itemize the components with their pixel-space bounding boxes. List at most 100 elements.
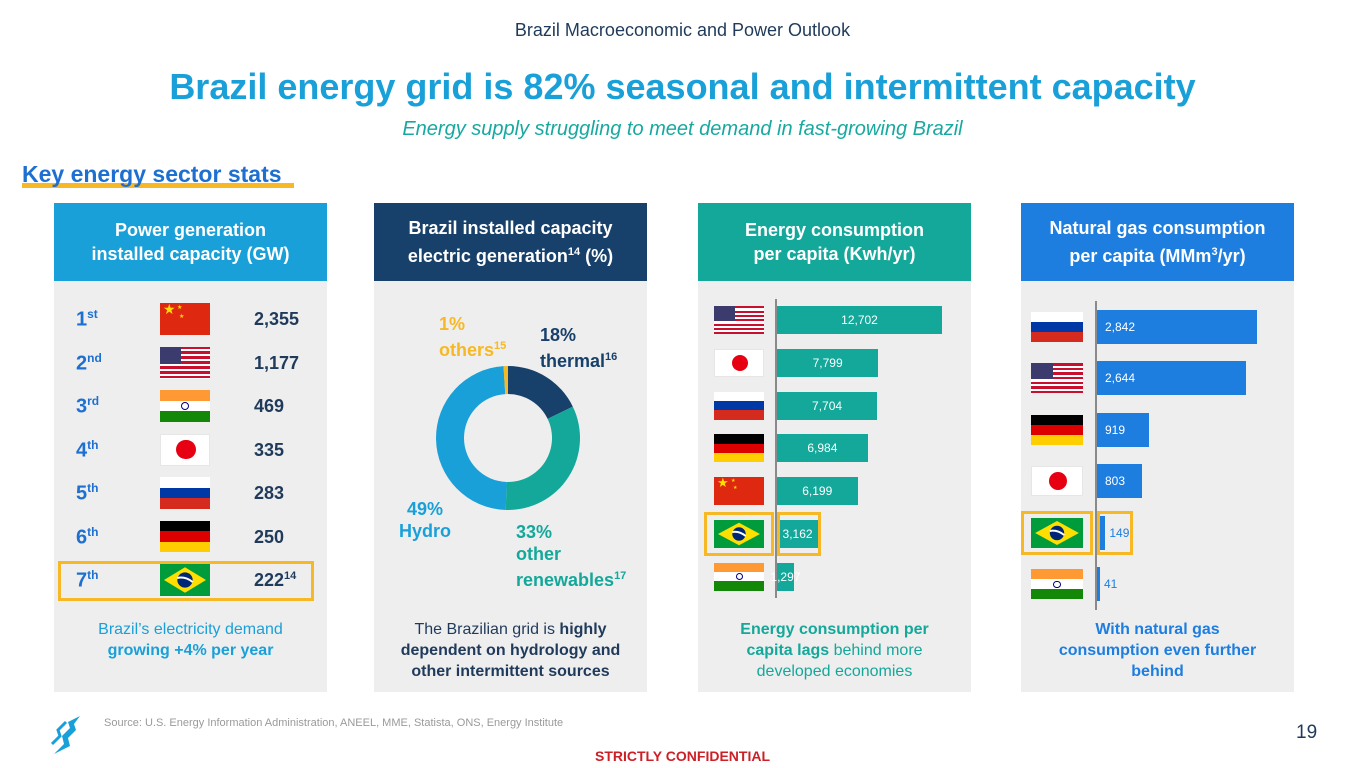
label-others: 1% others15 [439, 313, 506, 361]
panel-3-footer-bold: capita lags [746, 642, 830, 659]
panel-installed-capacity: Power generation installed capacity (GW)… [54, 203, 327, 692]
panel-2-footer-pre: The Brazilian grid is [414, 621, 560, 638]
panel-2-footer: The Brazilian grid is highly dependent o… [384, 619, 637, 682]
flag-russia-icon [160, 477, 210, 509]
label-renewables: 33% other renewables17 [516, 521, 626, 591]
panel-4-heading: Natural gas consumption per capita (MMm3… [1021, 203, 1294, 281]
bar-india [1097, 567, 1100, 602]
panel-brazil-capacity-mix: Brazil installed capacity electric gener… [374, 203, 647, 692]
panel-3-footer-rest: behind more [829, 642, 923, 659]
panel-2-heading-sup: 14 [567, 246, 581, 258]
highlight-bar-brazil [777, 511, 821, 556]
slide-subtitle: Energy supply struggling to meet demand … [402, 118, 963, 140]
bar-label-china: 6,199 [802, 484, 833, 499]
capacity-value: 335 [254, 439, 285, 460]
bar-label-united-states: 12,702 [841, 313, 878, 328]
rank-5: 5th [76, 481, 99, 505]
bar-label-brazil: 3,162 [782, 526, 813, 541]
company-logo-icon [50, 716, 80, 754]
slide-title: Brazil energy grid is 82% seasonal and i… [169, 66, 1196, 107]
bar-russia [1097, 309, 1257, 344]
flag-brazil-icon [714, 519, 764, 548]
bar-axis [1095, 301, 1097, 610]
donut-slice-others [503, 366, 508, 395]
panel-3-footer-line3: developed economies [756, 663, 913, 680]
panel-1-heading-line1: Power generation [114, 220, 266, 240]
panel-4-heading-sup: 3 [1211, 246, 1218, 258]
panel-gas-consumption: Natural gas consumption per capita (MMm3… [1021, 203, 1294, 692]
capacity-value: 283 [254, 483, 285, 503]
rank-4: 4th [76, 437, 99, 462]
bar-india [777, 562, 794, 591]
panel-2-heading-line2-pre: electric generation [407, 246, 568, 266]
panel-3-heading-line1: Energy consumption [744, 220, 924, 240]
rank-6: 6th [76, 524, 99, 549]
flag-united-states-icon [714, 306, 764, 335]
donut-slice-thermal [508, 366, 573, 419]
rank-2: 2nd [76, 350, 102, 375]
flag-germany-icon [1031, 414, 1083, 445]
flag-brazil-icon [160, 564, 210, 596]
panel-3-footer-line1: Energy consumption per [740, 621, 929, 638]
bar-united-states [777, 306, 942, 335]
label-hydro-text: Hydro [399, 521, 452, 541]
panel-4-footer-line3: behind [1131, 663, 1184, 680]
flag-japan-icon [714, 349, 764, 378]
bar-united-states [1097, 361, 1246, 396]
panel-3-footer: Energy consumption per capita lags behin… [708, 619, 961, 682]
donut-slice-hydro [435, 366, 507, 510]
label-others-pct: 1% [439, 314, 466, 334]
panel-1-heading: Power generation installed capacity (GW) [54, 203, 327, 281]
panel-2-footer-line3: other intermittent sources [411, 663, 610, 680]
section-underline [22, 183, 294, 188]
source-note: Source: U.S. Energy Information Administ… [104, 717, 564, 729]
panel-energy-consumption: Energy consumption per capita (Kwh/yr) 1… [698, 203, 971, 692]
capacity-value: 469 [254, 396, 285, 416]
bar-germany [777, 434, 868, 463]
flag-japan-icon [160, 433, 210, 466]
panel-2-footer-bold: highly [559, 621, 607, 638]
label-thermal-text: thermal [540, 351, 606, 371]
capacity-value: 1,177 [254, 352, 300, 373]
label-others-sup: 15 [494, 340, 507, 352]
rank-7: 7th [76, 568, 99, 592]
panel-4-heading-line2-pre: per capita (MMm [1069, 246, 1212, 266]
flag-china-icon: ★ ★ ★ [160, 303, 210, 335]
bar-label-india: 1,297 [770, 569, 801, 584]
slide-header: Brazil Macroeconomic and Power Outlook [514, 20, 851, 40]
panel-1-footer-line2: growing +4% per year [107, 642, 274, 659]
bar-label-india: 41 [1104, 577, 1118, 592]
flag-united-states-icon [1031, 363, 1083, 394]
flag-germany-icon [714, 434, 764, 463]
panel-4-heading-line1: Natural gas consumption [1049, 218, 1266, 238]
flag-germany-icon [160, 520, 210, 553]
bar-germany [1097, 412, 1149, 447]
bar-label-russia: 7,704 [812, 398, 843, 413]
flag-russia-icon [1031, 311, 1083, 342]
panel-2-heading-line2-post: (%) [580, 246, 614, 266]
bar-label-russia: 2,842 [1105, 319, 1136, 334]
flag-india-icon [1031, 569, 1083, 600]
label-renewables-text1: other [516, 544, 561, 564]
bar-label-germany: 919 [1105, 422, 1126, 437]
label-renewables-text2: renewables [516, 570, 615, 590]
brazil-highlight [58, 561, 314, 601]
panel-4-heading-line2-post: /yr) [1217, 246, 1246, 266]
flag-china-icon: ★ ★ ★ [714, 477, 764, 506]
bar-brazil [777, 519, 819, 548]
panel-1-heading-line2: installed capacity (GW) [91, 244, 290, 264]
bar-brazil [1097, 515, 1106, 550]
bar-label-brazil: 149 [1109, 525, 1130, 540]
page-number: 19 [1296, 722, 1318, 743]
capacity-value: 250 [254, 526, 285, 547]
label-hydro-pct: 49% [406, 499, 444, 519]
flag-india-icon [714, 562, 764, 591]
panel-3-heading: Energy consumption per capita (Kwh/yr) [698, 203, 971, 281]
donut-chart [435, 366, 580, 510]
panel-2-heading: Brazil installed capacity electric gener… [374, 203, 647, 281]
flag-brazil-icon [1031, 517, 1083, 548]
flag-united-states-icon [160, 346, 210, 379]
label-thermal: 18% thermal16 [540, 324, 617, 372]
flag-india-icon [160, 390, 210, 422]
highlight-flag-brazil [1021, 510, 1093, 555]
